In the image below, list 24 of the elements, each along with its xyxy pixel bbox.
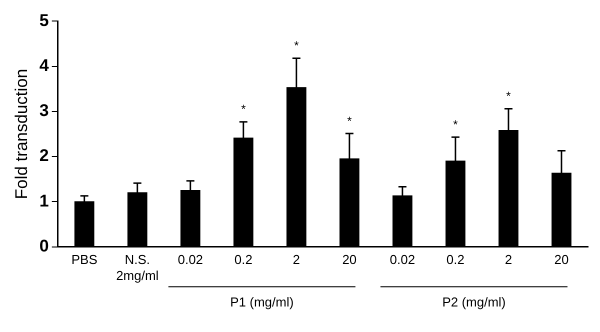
text: P1 (mg/ml): [230, 294, 294, 310]
y-tick-label: 1: [39, 191, 49, 210]
y-axis-title: Fold transduction: [12, 68, 31, 200]
x-tick-label: 20: [342, 252, 357, 268]
y-tick-label: 3: [39, 101, 49, 120]
x-tick-label: 0.02: [178, 252, 204, 268]
x-tick-label: 20: [554, 252, 569, 268]
data-label: *: [294, 38, 300, 53]
data-label: *: [506, 89, 512, 104]
x-tick-label: 0.2: [446, 252, 465, 268]
data-label: *: [241, 102, 246, 116]
y-tick-label: 2: [39, 146, 49, 166]
y-tick-label: 4: [39, 56, 50, 76]
x-tick-label: 2: [292, 252, 300, 268]
x-tick-label: N.S. 2mg/ml: [116, 252, 159, 283]
x-tick-label: 0.2: [234, 252, 252, 268]
x-tick-label: 0.02: [390, 252, 416, 268]
x-tick-label: PBS: [71, 252, 98, 268]
data-label: *: [453, 117, 458, 132]
y-tick-label: 5: [39, 10, 49, 30]
data-label: *: [347, 114, 352, 128]
x-tick-label: 2: [504, 252, 512, 268]
text: P2 (mg/ml): [442, 294, 506, 310]
y-tick-label: 0: [39, 236, 49, 256]
